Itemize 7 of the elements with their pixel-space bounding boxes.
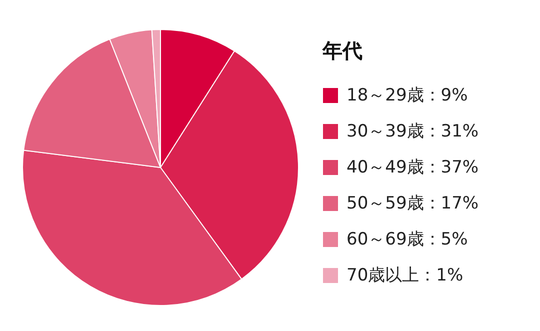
legend-label: 50～59歳：17% [346,194,479,214]
legend-label: 18～29歳：9% [346,86,468,106]
legend-title: 年代 [322,38,362,62]
legend-label: 40～49歳：37% [346,158,479,178]
legend-label: 30～39歳：31% [346,122,479,142]
legend-label: 70歳以上：1% [346,266,464,286]
legend-label: 60～69歳：5% [346,230,468,250]
